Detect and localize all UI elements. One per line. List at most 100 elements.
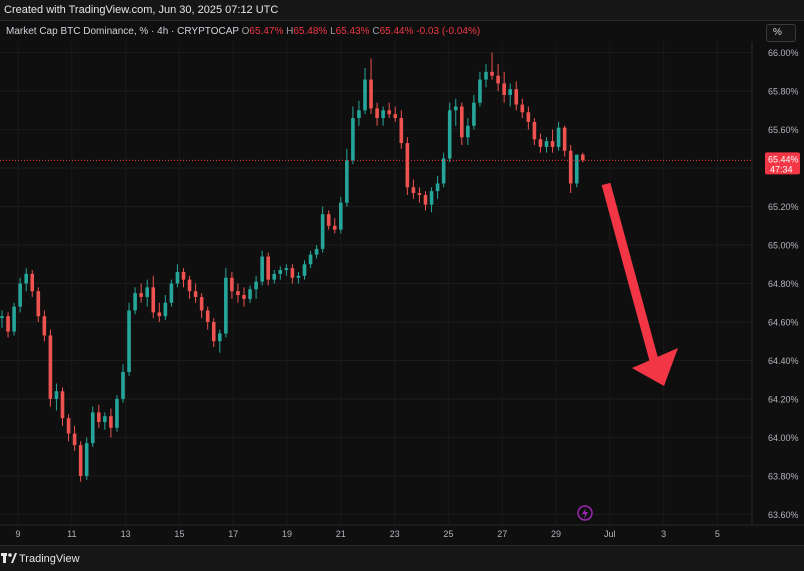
candle-body [90,412,95,444]
candle-body [514,89,519,105]
x-tick-label: 19 [282,529,292,539]
candle-body [387,110,391,115]
candle-body [121,372,125,399]
candle-body [345,160,349,203]
candle-body [109,416,113,428]
y-tick-label: 64.60% [768,317,799,327]
candle-body [423,194,428,205]
candle-body [460,106,464,138]
candle-body [369,79,373,109]
candle-body [556,127,561,147]
symbol-legend: Market Cap BTC Dominance, % · 4h · CRYPT… [6,26,480,37]
candle-body [157,312,162,317]
candle-body [97,412,101,423]
candle-body [399,118,404,144]
high-label: H [286,26,294,37]
candle-body [308,254,313,265]
candle-body [230,277,234,292]
price-chart[interactable]: 66.00%65.80%65.60%65.40%65.20%65.00%64.8… [0,42,804,545]
candle-body [375,108,379,119]
created-with-label: Created with TradingView.com, Jun 30, 20… [4,4,279,16]
candle-body [581,154,585,161]
y-tick-label: 65.80% [768,87,799,97]
candle-body [151,287,156,313]
candle-body [199,296,204,311]
candle-body [127,310,131,373]
candle-body [254,281,258,290]
y-tick-label: 64.40% [768,356,799,366]
y-tick-label: 64.20% [768,394,799,404]
high-value: 65.48% [293,26,328,37]
candle-body [260,256,264,282]
x-tick-label: 25 [443,529,453,539]
candle-body [6,316,10,332]
candle-body [520,104,525,113]
candle-body [411,187,416,194]
candle-body [60,391,65,419]
candle-body [478,79,482,103]
candle-body [115,398,119,428]
candle-body [290,268,295,278]
x-tick-label: 29 [551,529,561,539]
x-tick-label: 21 [336,529,346,539]
footer-bar: TradingView [0,545,804,571]
candles [0,52,585,482]
change-value: -0.03 (-0.04%) [416,26,481,37]
candle-body [193,291,198,297]
y-tick-label: 65.60% [768,125,799,135]
candle-body [272,273,277,280]
candle-body [84,443,89,476]
candle-body [339,202,343,230]
open-label: O [241,26,250,37]
last-price-label: 65.44% [768,154,799,164]
y-tick-label: 65.00% [768,241,799,251]
x-tick-label: 11 [67,529,76,539]
y-tick-label: 65.20% [768,202,799,212]
candle-body [224,277,228,334]
candle-body [466,125,470,138]
x-tick-label: 13 [121,529,131,539]
candle-body [381,110,385,119]
candle-body [205,310,210,322]
candle-body [12,306,16,332]
lightning-icon[interactable] [577,505,593,521]
open-value: 65.47% [249,26,284,37]
countdown-label: 47:34 [770,164,793,174]
x-tick-label: 17 [228,529,238,539]
last-price-tag: 65.44% 47:34 [765,152,800,175]
x-tick-label: 27 [497,529,507,539]
candle-body [296,275,301,278]
candle-body [453,106,458,111]
close-value: 65.44% [379,26,414,37]
candle-body [139,293,143,297]
candle-body [417,193,422,195]
candle-body [538,139,543,147]
candle-body [163,302,168,317]
candle-body [472,102,476,126]
y-tick-label: 66.00% [768,48,799,58]
candle-body [447,110,452,159]
y-tick-label: 64.00% [768,433,799,443]
percent-scale-button[interactable]: % [766,24,796,42]
symbol-name: Market Cap BTC Dominance, % · 4h · CRYPT… [6,26,239,37]
x-tick-label: 23 [390,529,400,539]
candle-body [218,333,222,342]
candle-body [441,158,446,184]
candle-body [30,273,35,292]
candle-body [562,127,567,151]
candle-body [36,291,41,317]
time-axis[interactable]: 9 11 13 15 17 19 21 23 25 27 29 Jul 3 5 [0,524,804,539]
candle-body [133,293,137,311]
close-label: C [372,26,380,37]
price-axis[interactable]: 66.00%65.80%65.60%65.40%65.20%65.00%64.8… [751,42,804,545]
candle-body [181,271,186,280]
candle-body [42,316,47,336]
candle-body [532,121,537,140]
candle-body [429,191,434,205]
candle-body [24,273,28,284]
candle-body [242,295,246,299]
candle-body [490,71,494,76]
candle-body [103,416,107,423]
low-label: L [330,26,336,37]
candle-body [314,248,319,255]
